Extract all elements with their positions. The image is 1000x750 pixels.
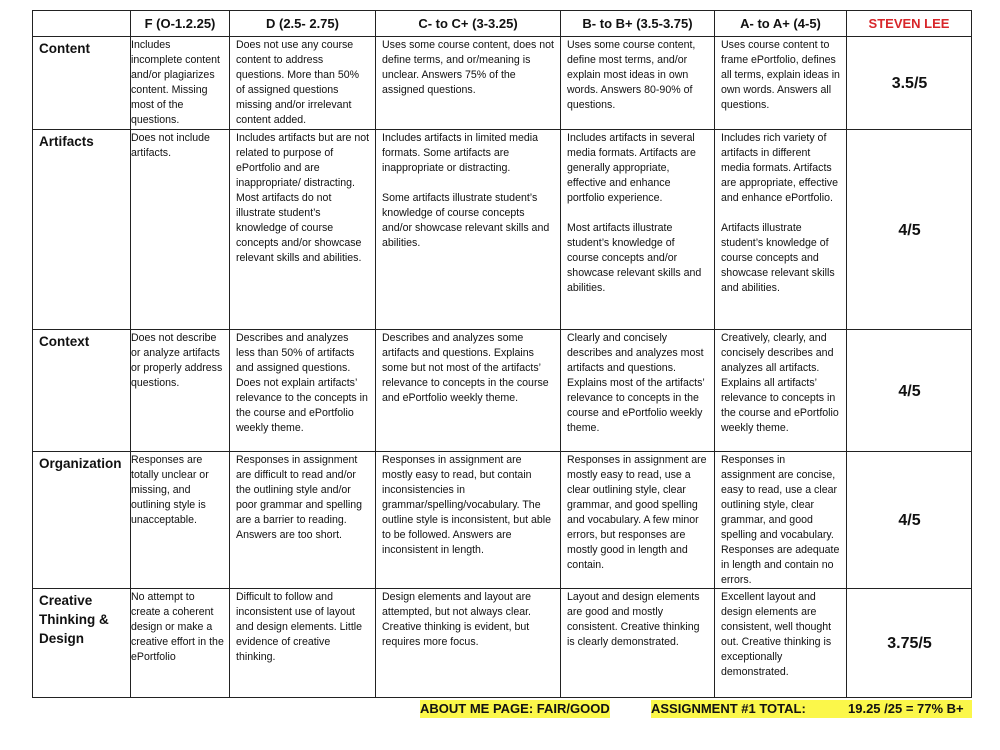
score: 4/5 (846, 329, 972, 452)
rubric-cell: Layout and design elements are good and … (560, 588, 715, 698)
rubric-cell: Does not describe or analyze artifacts o… (130, 329, 230, 452)
rubric-cell: Excellent layout and design elements are… (714, 588, 847, 698)
cell-text: Responses in assignment are difficult to… (236, 454, 363, 541)
paragraph-gap (567, 206, 709, 221)
rubric-row: Creative Thinking & Design No attempt to … (32, 588, 972, 698)
header-grade-a: A- to A+ (4-5) (714, 10, 847, 37)
rubric-cell: Includes rich variety of artifacts in di… (714, 129, 847, 330)
rubric-row: Context Does not describe or analyze arti… (32, 329, 972, 452)
score: 4/5 (846, 129, 972, 330)
student-name: STEVEN LEE (846, 10, 972, 37)
rubric-cell: Responses in assignment are concise, eas… (714, 451, 847, 589)
cell-text: Clearly and concisely describes and anal… (567, 332, 705, 434)
cell-text: Responses in assignment are mostly easy … (567, 454, 707, 571)
rubric-cell: Includes incomplete content and/or plagi… (130, 36, 230, 130)
rubric-cell: Uses some course content, define most te… (560, 36, 715, 130)
cell-text: Does not use any course content to addre… (236, 39, 360, 126)
cell-text: Design elements and layout are attempted… (382, 591, 531, 648)
cell-text: Includes artifacts but are not related t… (236, 132, 370, 264)
cell-text: Describes and analyzes some artifacts an… (382, 332, 549, 404)
cell-text: Includes artifacts in several media form… (567, 132, 696, 204)
cell-text: Responses in assignment are mostly easy … (382, 454, 552, 556)
criterion-label: Context (32, 329, 131, 452)
cell-text: Creatively, clearly, and concisely descr… (721, 332, 839, 434)
rubric-cell: Responses are totally unclear or missing… (130, 451, 230, 589)
rubric-cell: Includes artifacts but are not related t… (229, 129, 376, 330)
cell-text: Includes incomplete content and/or plagi… (131, 39, 220, 126)
criterion-label: Artifacts (32, 129, 131, 330)
header-grade-c: C- to C+ (3-3.25) (375, 10, 561, 37)
rubric-cell: No attempt to create a coherent design o… (130, 588, 230, 698)
cell-text: Uses some course content, does not defin… (382, 39, 554, 96)
rubric-cell: Design elements and layout are attempted… (375, 588, 561, 698)
cell-text: Uses some course content, define most te… (567, 39, 696, 111)
cell-text: No attempt to create a coherent design o… (131, 591, 224, 663)
rubric-cell: Describes and analyzes less than 50% of … (229, 329, 376, 452)
rubric-cell: Does not include artifacts. (130, 129, 230, 330)
header-grade-f: F (O-1.2.25) (130, 10, 230, 37)
rubric-cell: Describes and analyzes some artifacts an… (375, 329, 561, 452)
cell-text: Some artifacts illustrate student’s know… (382, 192, 550, 249)
cell-text: Excellent layout and design elements are… (721, 591, 832, 678)
header-row: F (O-1.2.25) D (2.5- 2.75) C- to C+ (3-3… (32, 10, 972, 37)
cell-text: Uses course content to frame ePortfolio,… (721, 39, 840, 111)
header-grade-b: B- to B+ (3.5-3.75) (560, 10, 715, 37)
rubric-row: Artifacts Does not include artifacts. Incl… (32, 129, 972, 330)
total-highlight (651, 700, 972, 718)
cell-text: Includes artifacts in limited media form… (382, 132, 539, 174)
rubric-cell: Responses in assignment are difficult to… (229, 451, 376, 589)
cell-text: Describes and analyzes less than 50% of … (236, 332, 368, 434)
rubric-cell: Does not use any course content to addre… (229, 36, 376, 130)
assignment-total-value: 19.25 /25 = 77% B+ (848, 701, 964, 716)
header-grade-d: D (2.5- 2.75) (229, 10, 376, 37)
rubric-cell: Clearly and concisely describes and anal… (560, 329, 715, 452)
cell-text: Includes rich variety of artifacts in di… (721, 132, 838, 204)
cell-text: Does not include artifacts. (131, 132, 210, 159)
paragraph-gap (721, 206, 841, 221)
criterion-label: Organization (32, 451, 131, 589)
rubric-row: Content Includes incomplete content and/o… (32, 36, 972, 130)
cell-text: Responses in assignment are concise, eas… (721, 454, 840, 586)
criterion-label: Creative Thinking & Design (32, 588, 131, 698)
cell-text: Artifacts illustrate student’s knowledge… (721, 222, 835, 294)
header-blank (32, 10, 131, 37)
paragraph-gap (382, 176, 555, 191)
cell-text: Difficult to follow and inconsistent use… (236, 591, 363, 663)
criterion-label: Content (32, 36, 131, 130)
rubric-table: F (O-1.2.25) D (2.5- 2.75) C- to C+ (3-3… (32, 10, 972, 698)
rubric-cell: Difficult to follow and inconsistent use… (229, 588, 376, 698)
rubric-cell: Includes artifacts in several media form… (560, 129, 715, 330)
rubric-row: Organization Responses are totally unclea… (32, 451, 972, 589)
cell-text: Most artifacts illustrate student’s know… (567, 222, 702, 294)
score: 4/5 (846, 451, 972, 589)
rubric-cell: Creatively, clearly, and concisely descr… (714, 329, 847, 452)
about-me-page-grade: ABOUT ME PAGE: FAIR/GOOD (420, 700, 610, 718)
score: 3.5/5 (846, 36, 972, 130)
assignment-total-label: ASSIGNMENT #1 TOTAL: (651, 701, 806, 716)
rubric-cell: Uses some course content, does not defin… (375, 36, 561, 130)
rubric-cell: Responses in assignment are mostly easy … (560, 451, 715, 589)
rubric-cell: Uses course content to frame ePortfolio,… (714, 36, 847, 130)
cell-text: Responses are totally unclear or missing… (131, 454, 209, 526)
cell-text: Does not describe or analyze artifacts o… (131, 332, 223, 389)
cell-text: Layout and design elements are good and … (567, 591, 700, 648)
score: 3.75/5 (846, 588, 972, 698)
rubric-cell: Includes artifacts in limited media form… (375, 129, 561, 330)
rubric-cell: Responses in assignment are mostly easy … (375, 451, 561, 589)
